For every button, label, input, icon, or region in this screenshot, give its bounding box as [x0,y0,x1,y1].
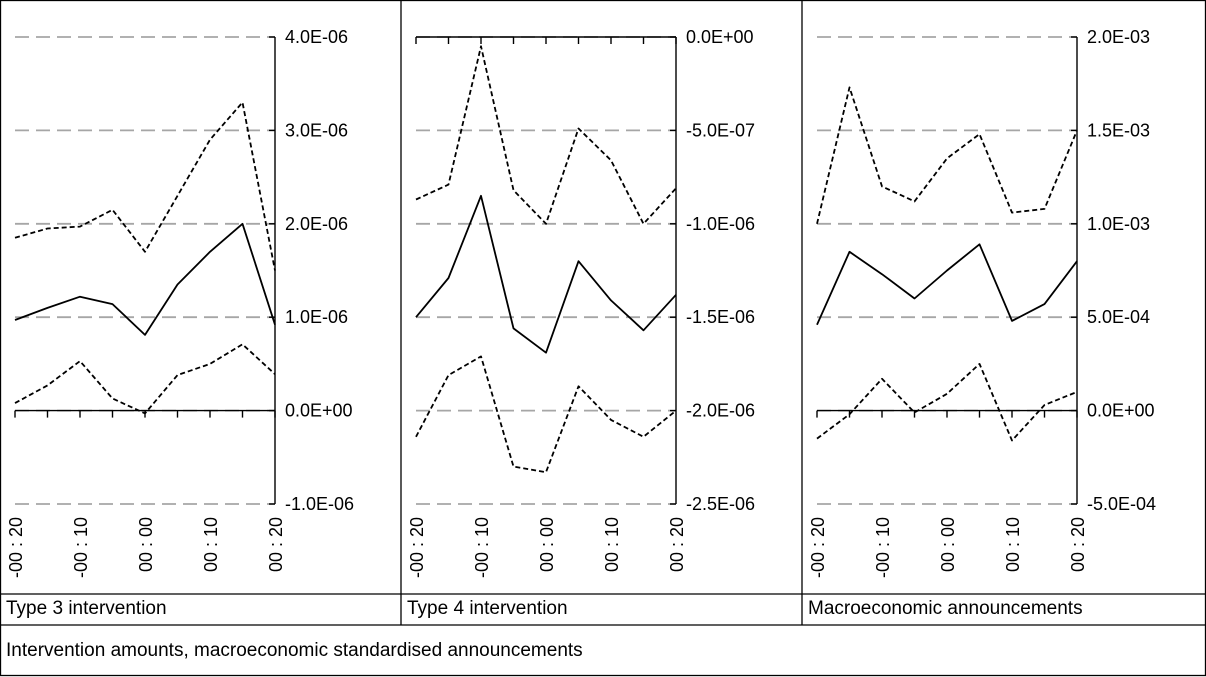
mean-response-line [15,224,275,335]
y-tick-label: 0.0E+00 [285,401,353,421]
y-tick-label: 2.0E-03 [1087,27,1150,47]
x-tick-label: 00 : 00 [938,517,958,572]
panel-label-type-3: Type 3 intervention [0,594,401,624]
y-tick-label: 2.0E-06 [285,214,348,234]
y-tick-label: -2.0E-06 [686,401,755,421]
x-tick-label: 00 : 20 [1068,517,1088,572]
x-tick-label: -00 : 10 [873,517,893,578]
x-tick-label: 00 : 10 [201,517,221,572]
y-tick-label: -2.5E-06 [686,494,755,514]
mean-response-line [817,244,1077,324]
confidence-band-line [15,102,275,270]
y-tick-label: 1.0E-03 [1087,214,1150,234]
x-tick-label: -00 : 10 [472,517,492,578]
y-tick-label: -5.0E-04 [1087,494,1156,514]
y-tick-label: -1.5E-06 [686,307,755,327]
x-tick-label: -00 : 10 [71,517,91,578]
chart-type-4-intervention: 0.0E+00 -5.0E-07 -1.0E-06 -1.5E-06 -2.0E-06 -… [404,1,802,593]
confidence-band-line [817,87,1077,223]
chart-macroeconomic-announcements: 2.0E-03 1.5E-03 1.0E-03 5.0E-04 0.0E+00 -5.0E… [805,1,1203,593]
x-tick-label: 00 : 00 [537,517,557,572]
x-tick-label: 00 : 20 [266,517,286,572]
confidence-band-line [817,364,1077,441]
x-tick-label: 00 : 10 [1003,517,1023,572]
y-tick-label: 4.0E-06 [285,27,348,47]
table-caption: Intervention amounts, macroeconomic stan… [0,633,1206,673]
chart-type-3-intervention: 4.0E-06 3.0E-06 2.0E-06 1.0E-06 0.0E+00 -1.0E… [3,1,401,593]
x-tick-label: 00 : 00 [136,517,156,572]
x-tick-label: -00 : 20 [407,517,427,578]
y-tick-label: -1.0E-06 [686,214,755,234]
y-tick-label: 0.0E+00 [1087,401,1155,421]
y-tick-label: 5.0E-04 [1087,307,1150,327]
y-tick-label: 3.0E-06 [285,120,348,140]
mean-response-line [416,196,676,353]
panel-label-type-4: Type 4 intervention [401,594,802,624]
panel-label-macro: Macroeconomic announcements [802,594,1206,624]
x-tick-label: 00 : 10 [602,517,622,572]
x-tick-label: -00 : 20 [808,517,828,578]
y-tick-label: 1.5E-03 [1087,120,1150,140]
confidence-band-line [15,344,275,413]
x-tick-label: 00 : 20 [667,517,687,572]
x-tick-label: -00 : 20 [6,517,26,578]
y-tick-label: -5.0E-07 [686,120,755,140]
confidence-band-line [416,46,676,224]
y-tick-label: -1.0E-06 [285,494,354,514]
y-tick-label: 0.0E+00 [686,27,754,47]
confidence-band-line [416,356,676,472]
y-tick-label: 1.0E-06 [285,307,348,327]
